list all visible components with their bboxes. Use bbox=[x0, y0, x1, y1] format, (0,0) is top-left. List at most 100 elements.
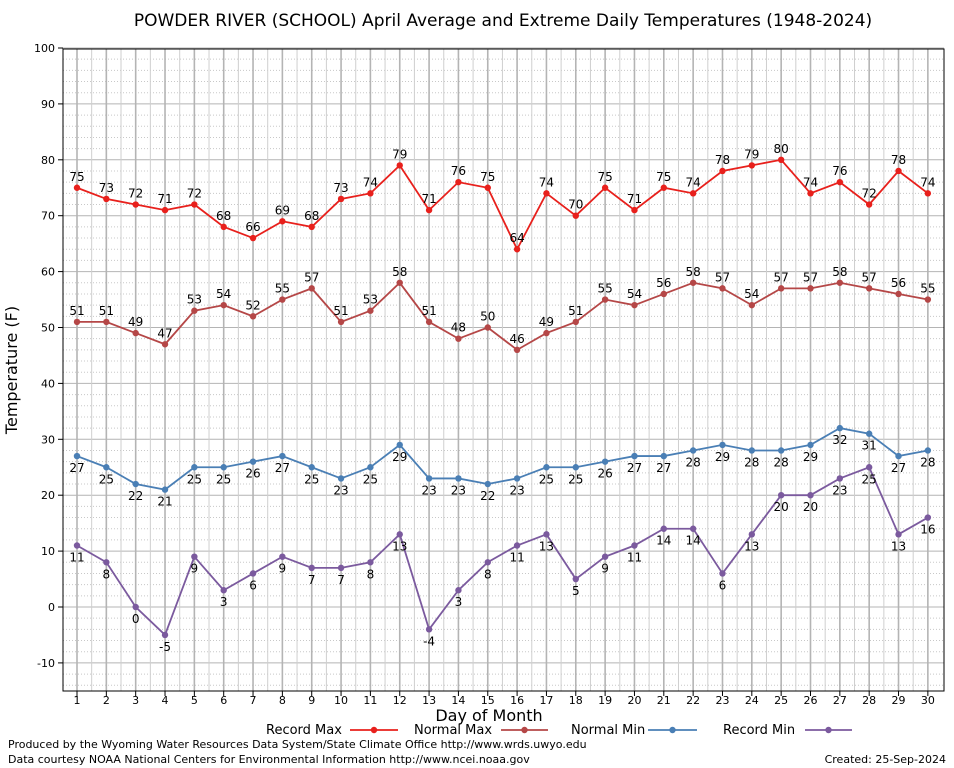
data-label: 25 bbox=[99, 472, 114, 486]
data-label: 27 bbox=[275, 461, 290, 475]
data-label: 28 bbox=[920, 455, 935, 469]
x-tick-label: 3 bbox=[132, 694, 139, 707]
data-point bbox=[396, 531, 403, 538]
data-label: 22 bbox=[128, 489, 143, 503]
legend-marker bbox=[521, 726, 528, 734]
data-point bbox=[807, 441, 814, 449]
data-point bbox=[631, 301, 638, 309]
data-label: 53 bbox=[363, 293, 378, 307]
x-tick-label: 22 bbox=[686, 694, 700, 707]
data-point bbox=[161, 341, 169, 348]
data-point bbox=[425, 318, 433, 326]
y-tick-label: 40 bbox=[41, 377, 55, 390]
data-label: 28 bbox=[774, 455, 789, 469]
data-label: 75 bbox=[69, 170, 84, 184]
data-point bbox=[191, 464, 198, 471]
data-point bbox=[425, 475, 433, 482]
data-point bbox=[748, 162, 756, 169]
data-label: 48 bbox=[451, 321, 466, 335]
data-label: 57 bbox=[715, 270, 730, 284]
data-label: 7 bbox=[308, 573, 316, 587]
data-label: 73 bbox=[333, 181, 348, 195]
data-point bbox=[425, 206, 433, 214]
x-tick-label: 20 bbox=[627, 694, 641, 707]
data-point bbox=[601, 553, 609, 560]
data-point bbox=[748, 447, 756, 454]
data-point bbox=[895, 452, 902, 460]
data-point bbox=[777, 447, 785, 454]
data-label: 29 bbox=[392, 450, 407, 464]
data-point bbox=[660, 290, 667, 298]
x-tick-label: 7 bbox=[250, 694, 257, 707]
data-point bbox=[543, 329, 550, 337]
x-tick-label: 5 bbox=[191, 694, 198, 707]
x-tick-label: 25 bbox=[774, 694, 788, 707]
data-label: 6 bbox=[249, 578, 257, 592]
data-label: 9 bbox=[191, 562, 199, 576]
y-tick-label: 80 bbox=[41, 154, 55, 167]
data-point bbox=[836, 475, 844, 482]
data-point bbox=[895, 290, 902, 298]
data-point bbox=[601, 296, 609, 303]
data-point bbox=[865, 430, 873, 437]
data-label: 8 bbox=[103, 567, 111, 581]
data-label: 75 bbox=[656, 170, 671, 184]
data-label: 51 bbox=[99, 304, 114, 318]
data-point bbox=[249, 570, 257, 577]
data-point bbox=[513, 475, 521, 482]
data-point bbox=[367, 559, 374, 566]
data-label: 27 bbox=[891, 461, 906, 475]
data-point bbox=[396, 279, 403, 286]
data-point bbox=[425, 626, 433, 633]
data-label: 75 bbox=[597, 170, 612, 184]
data-point bbox=[337, 564, 345, 572]
x-tick-label: 26 bbox=[804, 694, 818, 707]
data-label: 55 bbox=[597, 282, 612, 296]
data-point bbox=[279, 296, 286, 303]
data-point bbox=[572, 318, 579, 326]
data-point bbox=[543, 190, 550, 197]
data-point bbox=[132, 480, 139, 488]
data-point bbox=[73, 184, 81, 191]
data-label: 6 bbox=[719, 578, 727, 592]
data-label: 0 bbox=[132, 612, 140, 626]
legend-label: Normal Max bbox=[414, 723, 492, 738]
data-point bbox=[807, 492, 814, 499]
series-line bbox=[77, 281, 929, 351]
data-label: 14 bbox=[656, 534, 671, 548]
data-point bbox=[836, 279, 844, 286]
data-point bbox=[103, 559, 110, 566]
y-tick-label: 60 bbox=[41, 266, 55, 279]
data-point bbox=[777, 156, 785, 163]
x-tick-label: 13 bbox=[422, 694, 436, 707]
data-label: 54 bbox=[627, 287, 642, 301]
data-label: -4 bbox=[423, 634, 435, 648]
data-label: 13 bbox=[392, 539, 407, 553]
data-label: 20 bbox=[803, 500, 818, 514]
data-point bbox=[865, 464, 873, 471]
data-label: 25 bbox=[304, 472, 319, 486]
data-point bbox=[249, 313, 257, 320]
data-label: 23 bbox=[333, 483, 348, 497]
data-label: 20 bbox=[774, 500, 789, 514]
y-tick-label: 0 bbox=[48, 601, 55, 614]
x-tick-label: 6 bbox=[220, 694, 227, 707]
data-label: 58 bbox=[392, 265, 407, 279]
data-point bbox=[513, 346, 521, 354]
data-label: 76 bbox=[832, 164, 847, 178]
data-label: 57 bbox=[774, 270, 789, 284]
data-label: 13 bbox=[539, 539, 554, 553]
data-label: 74 bbox=[803, 175, 818, 189]
data-label: 8 bbox=[367, 567, 375, 581]
x-tick-label: 17 bbox=[539, 694, 553, 707]
data-label: 29 bbox=[803, 450, 818, 464]
data-label: 8 bbox=[484, 567, 492, 581]
data-point bbox=[807, 285, 814, 292]
data-point bbox=[631, 542, 638, 549]
data-label: 72 bbox=[187, 187, 202, 201]
data-label: 79 bbox=[392, 147, 407, 161]
data-point bbox=[161, 631, 169, 639]
x-tick-label: 21 bbox=[657, 694, 671, 707]
x-tick-label: 15 bbox=[481, 694, 495, 707]
